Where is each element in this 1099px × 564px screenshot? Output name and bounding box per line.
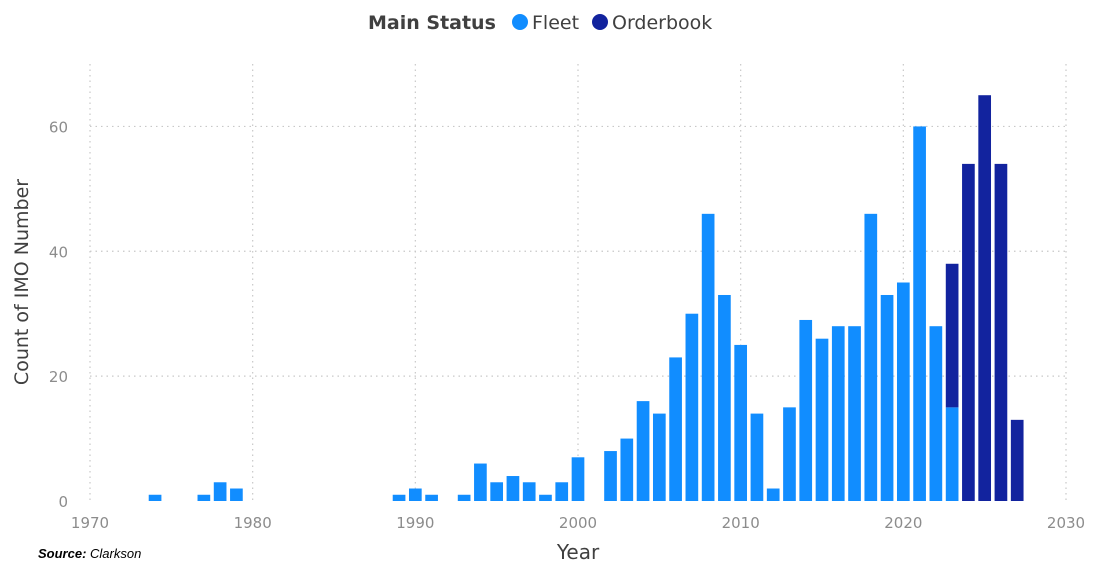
bar-orderbook-2025[interactable]: [978, 95, 992, 501]
bar-fleet-2005[interactable]: [652, 413, 666, 501]
x-tick-label-1970: 1970: [71, 514, 109, 532]
bar-fleet-2015[interactable]: [815, 338, 829, 501]
legend-label-orderbook[interactable]: Orderbook: [612, 12, 712, 34]
y-tick-label-60: 60: [49, 118, 68, 136]
y-axis-title: Count of IMO Number: [11, 179, 33, 385]
bar-fleet-1995[interactable]: [490, 482, 504, 501]
bar-fleet-2004[interactable]: [636, 401, 650, 501]
bar-fleet-2018[interactable]: [864, 213, 878, 502]
y-tick-label-20: 20: [49, 368, 68, 386]
x-axis-title: Year: [556, 540, 600, 564]
bar-fleet-2011[interactable]: [750, 413, 764, 501]
bar-fleet-2019[interactable]: [880, 294, 894, 501]
bar-fleet-2014[interactable]: [799, 319, 813, 501]
bar-fleet-2021[interactable]: [913, 126, 926, 501]
bar-fleet-1990[interactable]: [408, 488, 422, 501]
bar-orderbook-2026[interactable]: [994, 163, 1008, 501]
bar-fleet-2022[interactable]: [929, 326, 943, 501]
bar-orderbook-2024[interactable]: [962, 163, 975, 501]
bar-fleet-1974[interactable]: [148, 494, 162, 501]
x-tick-label-2010: 2010: [722, 514, 760, 532]
y-tick-label-0: 0: [58, 493, 68, 511]
bar-fleet-1994[interactable]: [474, 463, 487, 501]
bar-fleet-1998[interactable]: [539, 494, 552, 501]
bar-fleet-1989[interactable]: [392, 494, 406, 501]
bar-fleet-1979[interactable]: [230, 488, 243, 501]
source-note: Source: Clarkson: [38, 546, 141, 561]
source-label: Source:: [38, 546, 87, 561]
y-axis-ticks: 0 20 40 60: [49, 118, 68, 511]
x-tick-label-2020: 2020: [884, 514, 922, 532]
x-tick-label-2030: 2030: [1047, 514, 1085, 532]
legend-title: Main Status: [368, 12, 496, 34]
bar-fleet-1977[interactable]: [197, 494, 211, 501]
bar-fleet-1978[interactable]: [213, 482, 227, 501]
bar-fleet-1999[interactable]: [555, 482, 569, 501]
bar-fleet-2016[interactable]: [831, 326, 845, 501]
x-tick-label-1990: 1990: [396, 514, 434, 532]
legend: Main Status Fleet Orderbook: [368, 12, 712, 34]
y-tick-label-40: 40: [49, 243, 68, 261]
bar-fleet-2006[interactable]: [669, 357, 682, 501]
bar-fleet-2009[interactable]: [718, 294, 731, 501]
x-axis-ticks: 1970 1980 1990 2000 2010 2020 2030: [71, 514, 1085, 532]
bar-fleet-2012[interactable]: [766, 488, 780, 501]
bar-fleet-2000[interactable]: [571, 457, 585, 501]
bar-fleet-2008[interactable]: [701, 213, 715, 502]
bar-orderbook-2023[interactable]: [945, 263, 959, 408]
bar-orderbook-2027[interactable]: [1010, 419, 1024, 501]
x-tick-label-2000: 2000: [559, 514, 597, 532]
bar-fleet-2010[interactable]: [734, 344, 748, 501]
bar-fleet-2017[interactable]: [848, 326, 861, 501]
legend-swatch-fleet: [512, 14, 528, 30]
bar-fleet-1991[interactable]: [425, 494, 438, 501]
bar-fleet-2020[interactable]: [896, 282, 910, 502]
x-tick-label-1980: 1980: [234, 514, 272, 532]
bar-fleet-1993[interactable]: [457, 494, 471, 501]
source-value: Clarkson: [90, 546, 142, 561]
bar-fleet-2023[interactable]: [945, 407, 959, 501]
bar-fleet-2013[interactable]: [783, 407, 796, 501]
bar-fleet-2003[interactable]: [620, 438, 634, 501]
bar-fleet-1997[interactable]: [522, 482, 536, 501]
legend-swatch-orderbook: [592, 14, 608, 30]
legend-label-fleet[interactable]: Fleet: [532, 12, 579, 34]
bar-fleet-2002[interactable]: [604, 451, 617, 501]
bar-fleet-2007[interactable]: [685, 313, 699, 501]
bars: [148, 95, 1024, 502]
bar-fleet-1996[interactable]: [506, 476, 520, 501]
